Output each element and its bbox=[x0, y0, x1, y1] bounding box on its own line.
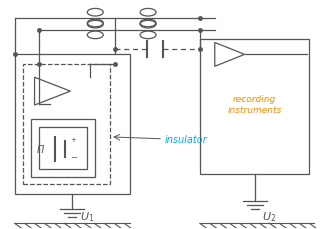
Text: +: + bbox=[70, 136, 76, 142]
Text: $U_2$: $U_2$ bbox=[262, 210, 277, 223]
Text: П: П bbox=[37, 144, 44, 154]
Text: −: − bbox=[70, 153, 77, 161]
Bar bbox=[200, 40, 309, 174]
Bar bbox=[31, 120, 95, 177]
Text: $U_1$: $U_1$ bbox=[80, 210, 95, 223]
Text: recording
instruments: recording instruments bbox=[227, 94, 282, 115]
Bar bbox=[23, 65, 110, 184]
Bar bbox=[15, 55, 130, 194]
Bar bbox=[38, 127, 87, 169]
Text: insulator: insulator bbox=[165, 134, 208, 144]
